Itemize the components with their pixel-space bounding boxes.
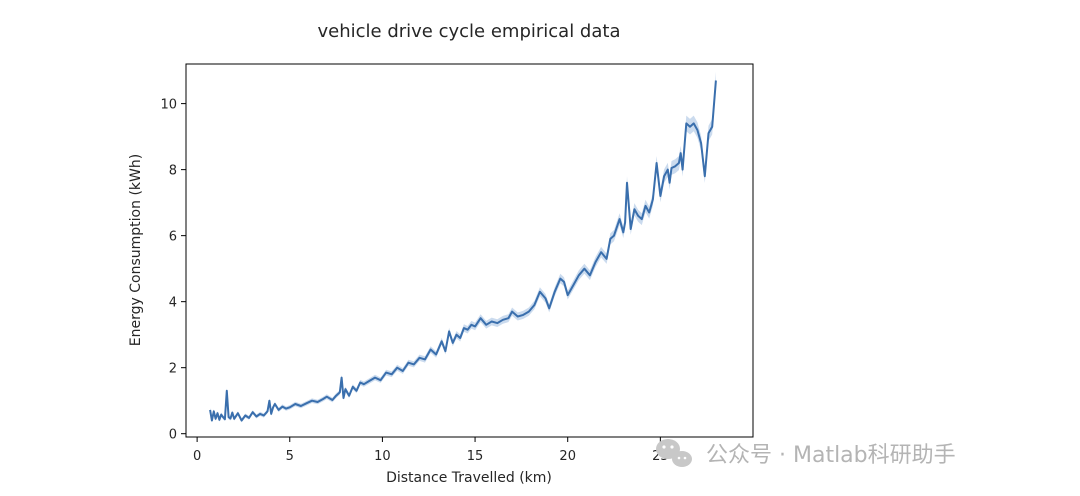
y-tick-label: 0 bbox=[169, 428, 177, 443]
x-tick-label: 5 bbox=[286, 449, 294, 464]
x-tick-label: 15 bbox=[467, 449, 484, 464]
watermark: 公众号 · Matlab科研助手 bbox=[656, 439, 956, 468]
y-tick-label: 10 bbox=[160, 98, 177, 113]
y-axis-label: Energy Consumption (kWh) bbox=[128, 154, 144, 346]
y-tick-label: 6 bbox=[169, 230, 177, 245]
y-tick-label: 2 bbox=[169, 362, 177, 377]
plot-area bbox=[209, 71, 717, 423]
chart-title: vehicle drive cycle empirical data bbox=[318, 21, 621, 42]
x-tick-label: 20 bbox=[559, 449, 576, 464]
watermark-text: 公众号 · Matlab科研助手 bbox=[706, 443, 956, 468]
y-tick-label: 8 bbox=[169, 164, 177, 179]
y-tick-label: 4 bbox=[169, 296, 177, 311]
series-0-confidence-band bbox=[210, 71, 716, 423]
axes-frame bbox=[185, 63, 754, 438]
x-tick-label: 10 bbox=[374, 449, 391, 464]
series-0-line bbox=[209, 80, 717, 422]
x-axis-label: Distance Travelled (km) bbox=[386, 470, 552, 486]
x-axis-ticks: 0510152025 bbox=[193, 437, 669, 464]
wechat-icon bbox=[656, 439, 692, 467]
x-tick-label: 0 bbox=[193, 449, 201, 464]
y-axis-ticks: 0 2 4 6 8 10 bbox=[160, 98, 186, 443]
